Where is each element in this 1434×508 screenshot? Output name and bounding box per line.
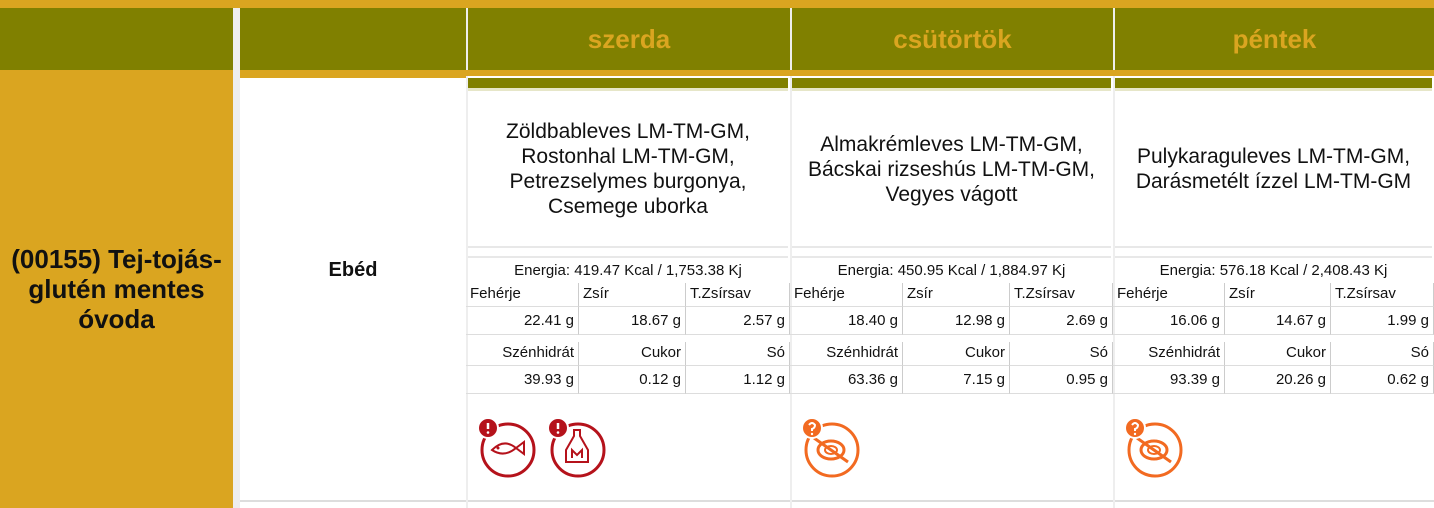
allergen-icon: [1124, 417, 1183, 478]
nutrient-label: Cukor: [579, 342, 686, 366]
row-strip: [790, 70, 1113, 76]
nutrient-label: Zsír: [1225, 283, 1331, 307]
day-header: péntek: [1113, 8, 1434, 70]
nutrient-value: 12.98 g: [903, 307, 1010, 335]
nutrient-value: 63.36 g: [790, 366, 903, 394]
nutrient-value: 7.15 g: [903, 366, 1010, 394]
day-header: csütörtök: [790, 8, 1113, 70]
nutrient-label: Só: [686, 342, 790, 366]
allergen-icon: [547, 417, 606, 478]
nutrient-value: 22.41 g: [466, 307, 579, 335]
energy: Energia: 450.95 Kcal / 1,884.97 Kj: [837, 262, 1066, 279]
nutrient-label: Zsír: [903, 283, 1010, 307]
separator: [468, 256, 788, 258]
nutrient-label: Fehérje: [790, 283, 903, 307]
separator: [468, 246, 788, 248]
separator: [792, 246, 1111, 248]
nutrient-label: Szénhidrát: [790, 342, 903, 366]
nutrient-value: 18.40 g: [790, 307, 903, 335]
row-strip: [466, 70, 790, 76]
nutrient-value: 93.39 g: [1113, 366, 1225, 394]
icons: [1123, 416, 1424, 486]
meal-name: Ebéd: [328, 258, 378, 281]
food-text: Zöldbableves LM-TM-GM, Rostonhal LM-TM-G…: [506, 120, 750, 218]
nutrient-value: 2.57 g: [686, 307, 790, 335]
day-header: szerda: [466, 8, 790, 70]
menu-strip: [1115, 78, 1432, 88]
nutrient-value: 20.26 g: [1225, 366, 1331, 394]
nutrient-label: T.Zsírsav: [1331, 283, 1434, 307]
column-border: [1113, 70, 1115, 508]
allergen-icon: [801, 417, 860, 478]
nutrient-label: Só: [1331, 342, 1434, 366]
menu-strip-light: [468, 88, 788, 91]
allergen-icon: [477, 417, 536, 478]
nutrient-value: 2.69 g: [1010, 307, 1113, 335]
nutrient-value: 1.99 g: [1331, 307, 1434, 335]
food-text: Almakrémleves LM-TM-GM, Bácskai rizseshú…: [807, 132, 1096, 206]
nutrient-label: Só: [1010, 342, 1113, 366]
row-strip: [1113, 70, 1434, 76]
divider: [233, 8, 240, 508]
top-strip: [0, 0, 1434, 8]
column-border: [790, 70, 792, 508]
group-cell: (00155) Tej-tojás-glutén mentes óvoda: [0, 70, 233, 508]
food-text: Pulykaraguleves LM-TM-GM, Darásmetélt íz…: [1135, 145, 1412, 193]
separator: [1115, 256, 1432, 258]
separator: [792, 256, 1111, 258]
nutrient-label: Cukor: [1225, 342, 1331, 366]
separator: [1115, 246, 1432, 248]
nutrient-label: Szénhidrát: [466, 342, 579, 366]
energy: Energia: 576.18 Kcal / 2,408.43 Kj: [1159, 262, 1388, 279]
nutrient-value: 0.95 g: [1010, 366, 1113, 394]
row-strip: [240, 70, 466, 78]
nutrient-value: 18.67 g: [579, 307, 686, 335]
menu-strip-light: [1115, 88, 1432, 91]
nutrient-value: 14.67 g: [1225, 307, 1331, 335]
menu-strip: [792, 78, 1111, 88]
nutrient-value: 0.62 g: [1331, 366, 1434, 394]
nutrient-value: 39.93 g: [466, 366, 579, 394]
nutrient-value: 16.06 g: [1113, 307, 1225, 335]
nutrient-value: 0.12 g: [579, 366, 686, 394]
icons: [476, 416, 780, 486]
column-border: [466, 70, 468, 508]
nutrient-label: Fehérje: [466, 283, 579, 307]
nutrient-label: Zsír: [579, 283, 686, 307]
nutrient-label: T.Zsírsav: [1010, 283, 1113, 307]
nutrient-label: Cukor: [903, 342, 1010, 366]
menu-strip-light: [792, 88, 1111, 91]
menu-strip: [468, 78, 788, 88]
group-name: (00155) Tej-tojás-glutén mentes óvoda: [11, 244, 222, 334]
icons: [800, 416, 1103, 486]
nutrient-value: 1.12 g: [686, 366, 790, 394]
nutrient-label: Szénhidrát: [1113, 342, 1225, 366]
energy: Energia: 419.47 Kcal / 1,753.38 Kj: [514, 262, 742, 279]
bottom-line: [240, 500, 1434, 502]
meal-cell: Ebéd: [240, 250, 466, 290]
nutrient-label: T.Zsírsav: [686, 283, 790, 307]
nutrient-label: Fehérje: [1113, 283, 1225, 307]
